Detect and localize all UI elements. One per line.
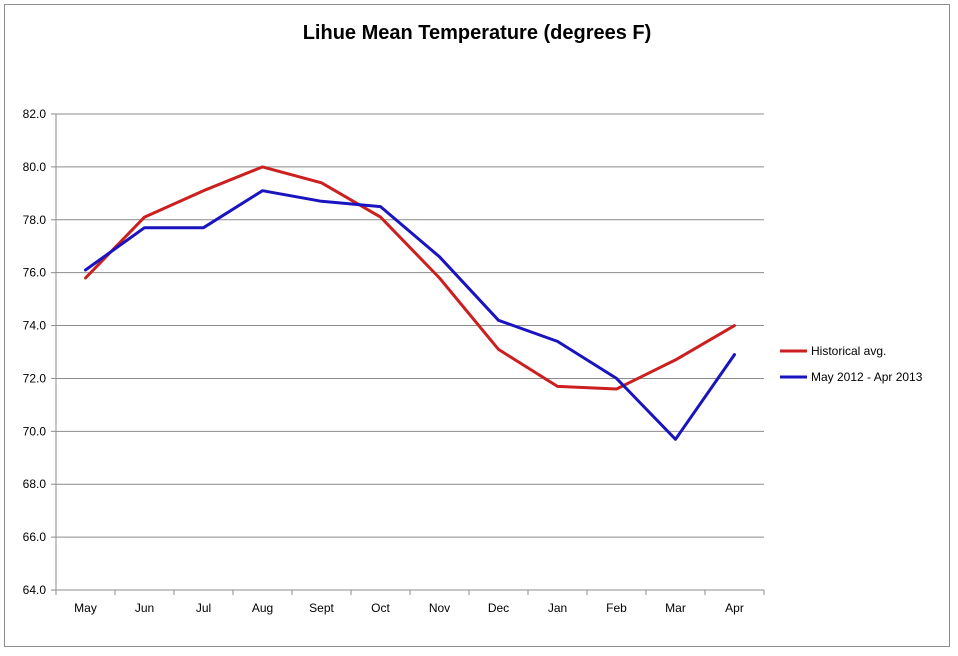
- y-tick-label: 68.0: [23, 477, 47, 491]
- legend-label-1: May 2012 - Apr 2013: [811, 370, 923, 384]
- series-line-0: [84, 165, 736, 391]
- gridlines: [56, 113, 764, 538]
- y-tick-label: 64.0: [23, 583, 47, 597]
- x-tick-label: Apr: [725, 601, 744, 615]
- legend-label-0: Historical avg.: [811, 344, 886, 358]
- y-axis: 64.0 66.0 68.0 70.0 72.0 74.0 76.0 78.0 80.0 82.0: [23, 107, 57, 597]
- y-tick-label: 80.0: [23, 160, 47, 174]
- y-tick-label: 82.0: [23, 107, 47, 121]
- y-tick-label: 78.0: [23, 213, 47, 227]
- x-tick-label: Sept: [309, 601, 334, 615]
- x-tick-label: Oct: [371, 601, 390, 615]
- series-line-1: [84, 189, 736, 441]
- x-tick-label: Jul: [196, 601, 211, 615]
- x-tick-label: May: [74, 601, 97, 615]
- x-tick-label: Nov: [429, 601, 450, 615]
- x-axis: May Jun Jul Aug Sept Oct Nov Dec Jan Feb Mar Apr: [55, 589, 765, 615]
- x-tick-label: Feb: [606, 601, 627, 615]
- y-tick-label: 76.0: [23, 266, 47, 280]
- x-tick-label: Aug: [252, 601, 273, 615]
- y-tick-label: 66.0: [23, 530, 47, 544]
- x-tick-label: Jan: [548, 601, 567, 615]
- y-tick-label: 74.0: [23, 319, 47, 333]
- series-lines: [84, 165, 736, 441]
- y-tick-label: 72.0: [23, 371, 47, 385]
- x-tick-label: Mar: [665, 601, 686, 615]
- legend: Historical avg. May 2012 - Apr 2013: [780, 344, 923, 384]
- y-tick-label: 70.0: [23, 424, 47, 438]
- x-tick-label: Jun: [135, 601, 154, 615]
- chart-title: Lihue Mean Temperature (degrees F): [303, 22, 652, 44]
- x-tick-label: Dec: [488, 601, 509, 615]
